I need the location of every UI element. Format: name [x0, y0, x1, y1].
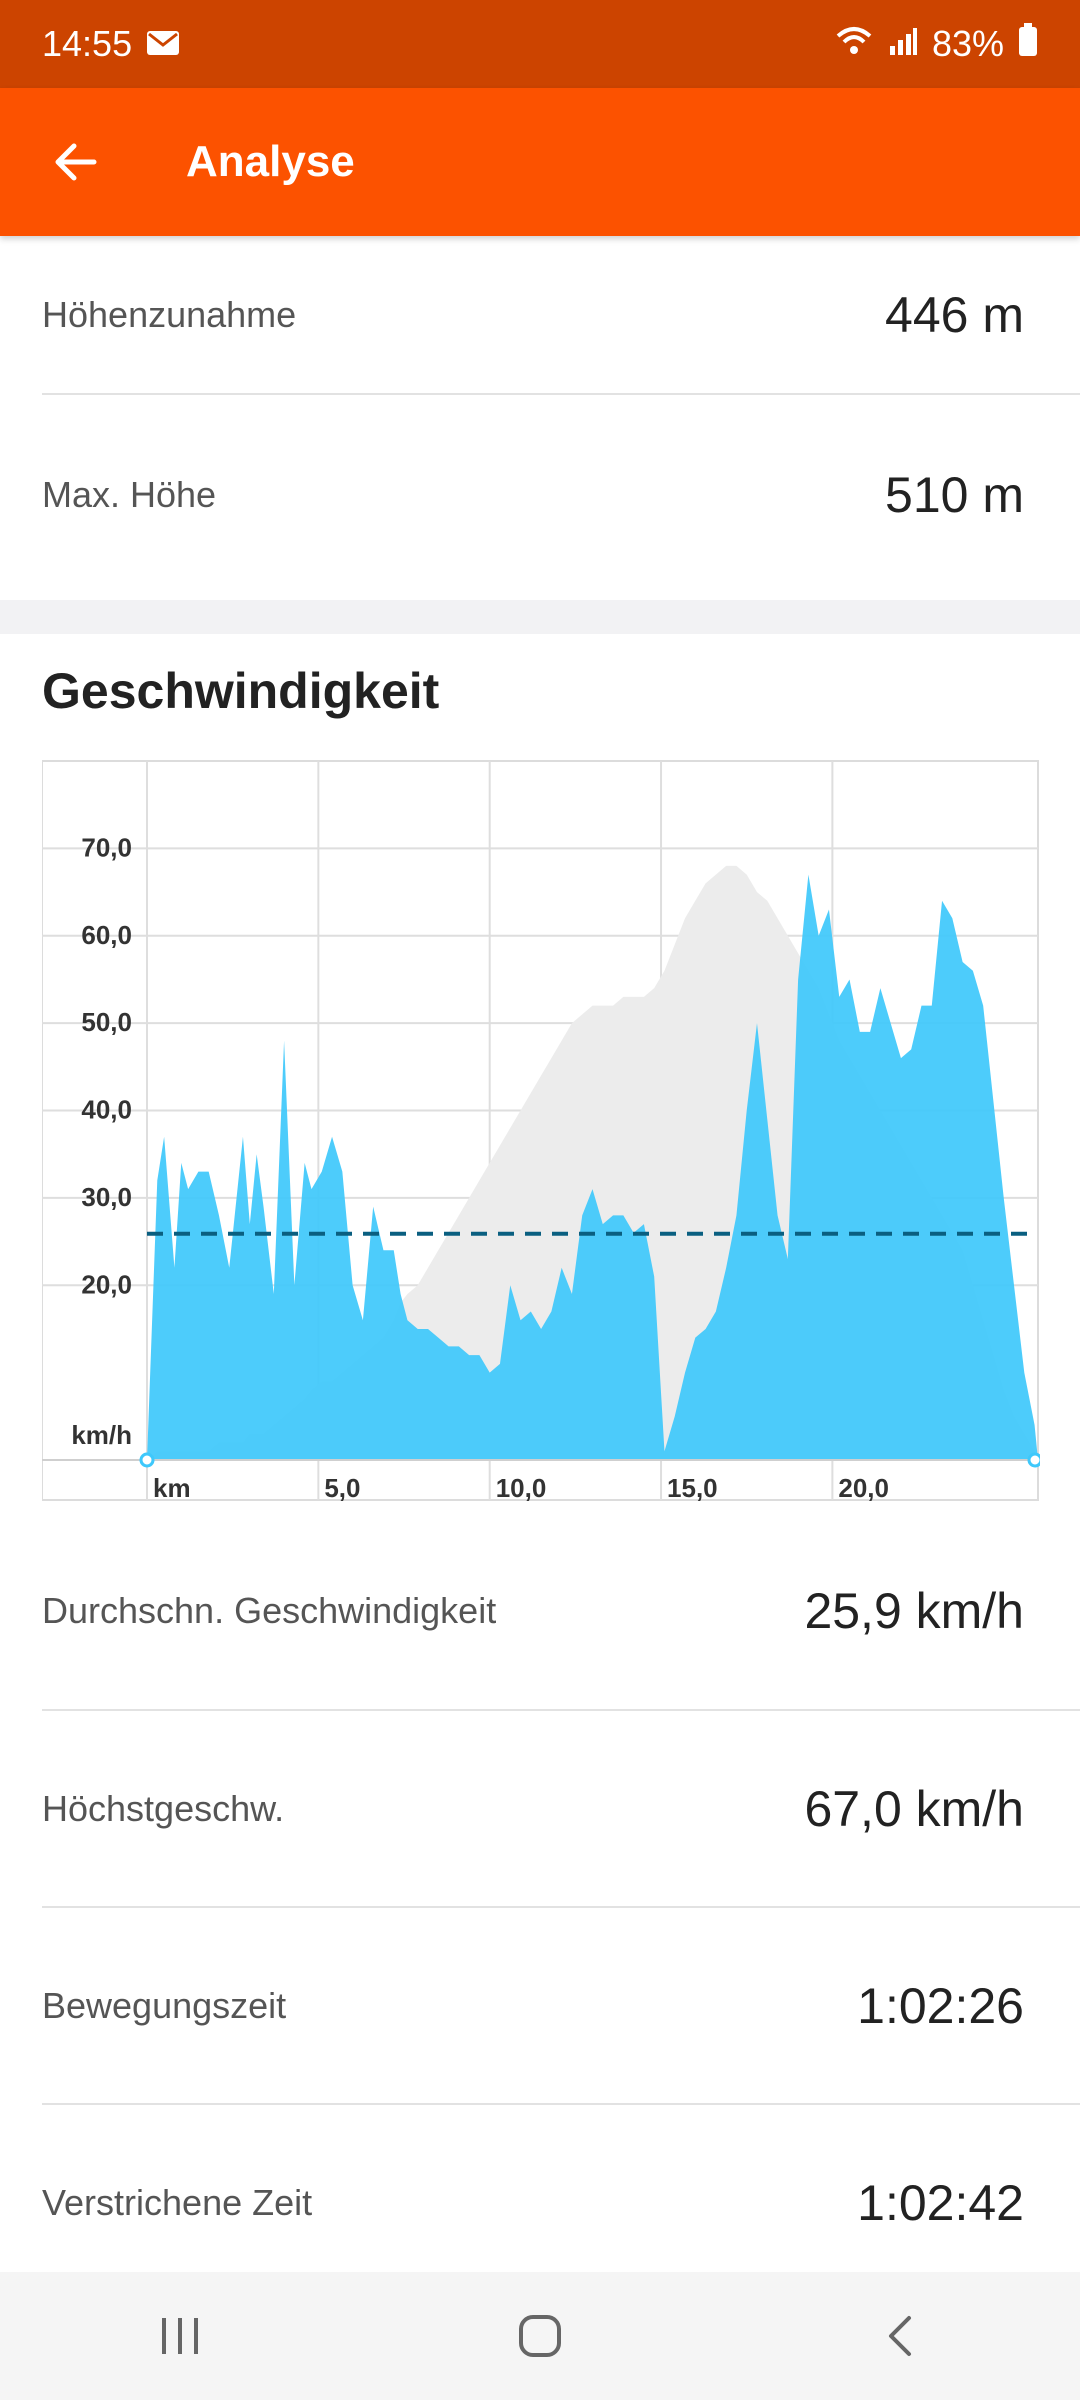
app-bar: Analyse [0, 88, 1080, 236]
y-tick-label: 40,0 [81, 1095, 132, 1125]
y-tick-label: 60,0 [81, 920, 132, 950]
chart-frame [42, 760, 1039, 1501]
stat-label: Max. Höhe [42, 474, 217, 515]
y-tick-label: 70,0 [81, 832, 132, 862]
recent-apps-icon [162, 2318, 198, 2354]
section-title-speed: Geschwindigkeit [42, 663, 440, 719]
stat-label: Bewegungszeit [42, 1985, 287, 2026]
divider [42, 1906, 1080, 1908]
speed-chart[interactable]: 20,0 30,0 40,0 50,0 60,0 70,0 km/h km 5,0 10,0 15,… [42, 760, 1040, 1510]
y-tick-label: 50,0 [81, 1007, 132, 1037]
x-axis-unit-label: km [153, 1473, 191, 1503]
range-handle-end [1027, 1452, 1040, 1468]
signal-icon [888, 23, 918, 65]
stat-value: 67,0 km/h [804, 1781, 1024, 1837]
divider [42, 2103, 1080, 2105]
home-icon [519, 2315, 561, 2357]
stat-row-elapsed-time: Verstrichene Zeit 1:02:42 [0, 2105, 1080, 2301]
stat-value: 510 m [885, 467, 1024, 523]
stat-row-elevation-gain: Höhenzunahme 446 m [0, 236, 1080, 394]
stat-value: 1:02:26 [857, 1978, 1024, 2034]
back-nav-button[interactable] [820, 2286, 980, 2386]
stat-row-moving-time: Bewegungszeit 1:02:26 [0, 1908, 1080, 2104]
y-tick-label: 20,0 [81, 1269, 132, 1299]
stat-value: 446 m [885, 287, 1024, 343]
stat-row-avg-speed: Durchschn. Geschwindigkeit 25,9 km/h [0, 1512, 1080, 1710]
stat-label: Durchschn. Geschwindigkeit [42, 1590, 497, 1631]
x-tick-label: 20,0 [838, 1473, 889, 1503]
back-button[interactable] [26, 114, 122, 210]
divider [42, 393, 1080, 395]
stat-value: 1:02:42 [857, 2175, 1024, 2231]
stat-label: Verstrichene Zeit [42, 2182, 313, 2223]
y-tick-label: 30,0 [81, 1182, 132, 1212]
stat-row-max-speed: Höchstgeschw. 67,0 km/h [0, 1711, 1080, 1907]
battery-icon [1018, 22, 1038, 66]
stat-label: Höchstgeschw. [42, 1788, 285, 1829]
arrow-left-icon [55, 143, 97, 181]
battery-percent: 83% [931, 23, 1004, 64]
recent-apps-button[interactable] [100, 2286, 260, 2386]
stat-value: 25,9 km/h [804, 1583, 1024, 1639]
speed-chart-svg: 20,0 30,0 40,0 50,0 60,0 70,0 km/h km 5,0 10,0 15,… [42, 760, 1040, 1503]
status-bar: 14:55 83% [0, 0, 1080, 88]
divider [42, 1709, 1080, 1711]
status-time: 14:55 [42, 23, 133, 64]
system-nav-bar [0, 2272, 1080, 2400]
x-tick-label: 15,0 [667, 1473, 718, 1503]
mail-icon [146, 23, 180, 65]
speed-area [147, 874, 1038, 1460]
section-separator [0, 600, 1080, 634]
stat-row-max-elevation: Max. Höhe 510 m [0, 395, 1080, 595]
x-tick-label: 10,0 [496, 1473, 547, 1503]
x-tick-label: 5,0 [324, 1473, 360, 1503]
chevron-left-icon [889, 2316, 911, 2356]
home-button[interactable] [460, 2286, 620, 2386]
y-axis-unit-label: km/h [71, 1420, 132, 1450]
stat-label: Höhenzunahme [42, 294, 297, 335]
range-handle-start [139, 1452, 155, 1468]
page-title: Analyse [186, 137, 355, 186]
wifi-icon [834, 23, 874, 65]
